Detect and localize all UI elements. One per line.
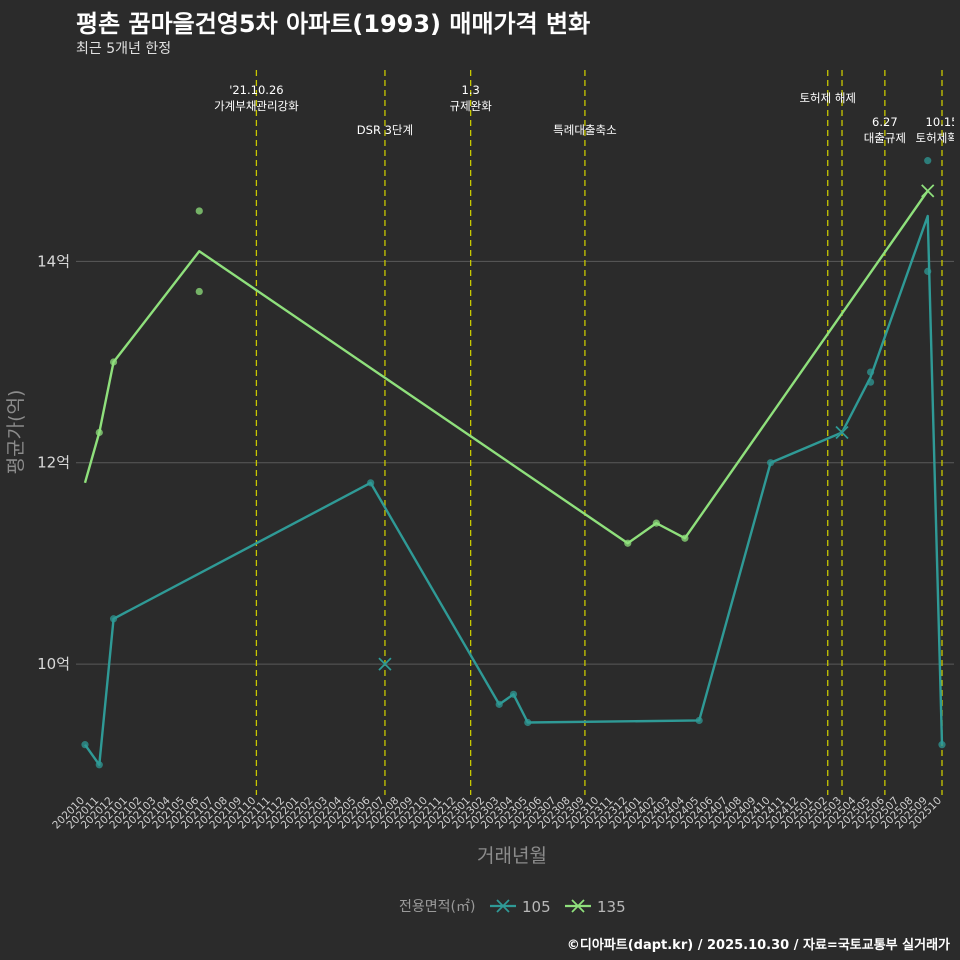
series-135-line bbox=[83, 190, 929, 545]
series-135-point bbox=[195, 287, 203, 296]
series-135-x-marker bbox=[921, 184, 935, 198]
series-105-point bbox=[81, 741, 89, 749]
series-105-point bbox=[695, 716, 703, 725]
x-marker-stroke bbox=[921, 184, 935, 198]
event-label: 10.15 bbox=[926, 115, 959, 129]
series-135-point bbox=[624, 539, 632, 547]
x-marker-stroke bbox=[378, 657, 392, 671]
series-105-line bbox=[84, 214, 944, 766]
series-135-point bbox=[652, 519, 660, 527]
event-label: 6.27 bbox=[872, 115, 898, 129]
event-label: 토허제확대 bbox=[916, 131, 960, 145]
series-105-point bbox=[524, 718, 532, 727]
x-marker-stroke bbox=[496, 899, 510, 913]
series-105-x-marker-overlay bbox=[835, 425, 849, 440]
y-tick-label: 10억 bbox=[37, 655, 70, 673]
x-marker-stroke bbox=[835, 425, 849, 440]
series-105-point bbox=[924, 157, 932, 165]
legend-item-135: 135 bbox=[565, 898, 626, 916]
series-105-point bbox=[109, 615, 118, 623]
series-135-point bbox=[109, 358, 118, 366]
chart-footer: ©디아파트(dapt.kr) / 2025.10.30 / 자료=국토교통부 실… bbox=[566, 938, 950, 953]
legend-swatch-x-icon bbox=[496, 899, 510, 913]
x-axis-title: 거래년월 bbox=[477, 845, 547, 867]
legend-swatch-x-icon bbox=[571, 899, 585, 913]
series-105-point bbox=[866, 378, 875, 386]
event-label: 토허제 해제 bbox=[799, 91, 856, 105]
chart-subtitle: 최근 5개년 한정 bbox=[76, 41, 172, 57]
series-105-point bbox=[495, 700, 503, 708]
legend-item-105: 105 bbox=[490, 898, 551, 916]
event-label: '21.10.26 bbox=[229, 83, 283, 97]
event-label: 규제완화 bbox=[449, 99, 492, 113]
y-tick-label: 14억 bbox=[37, 252, 70, 270]
series-105-point bbox=[938, 741, 946, 749]
series-105-point bbox=[924, 267, 932, 275]
series-105-point bbox=[367, 479, 375, 487]
series-105-point bbox=[767, 459, 775, 467]
series-105-x-marker-overlay bbox=[378, 657, 392, 671]
series-105-point bbox=[866, 368, 875, 376]
chart-title: 평촌 꿈마을건영5차 아파트(1993) 매매가격 변화 bbox=[76, 10, 591, 38]
event-label: 특례대출축소 bbox=[553, 123, 616, 137]
legend-label: 105 bbox=[522, 898, 551, 916]
series-105-point bbox=[509, 690, 518, 698]
event-label: DSR 3단계 bbox=[357, 123, 413, 137]
event-label: 1.3 bbox=[462, 83, 480, 97]
series-135-point bbox=[195, 207, 203, 215]
y-tick-label: 12억 bbox=[37, 454, 70, 472]
series-135-point bbox=[95, 428, 103, 437]
event-label: 가계부채관리강화 bbox=[214, 99, 299, 113]
y-axis-title: 평균가(억) bbox=[5, 390, 27, 475]
legend-title: 전용면적(㎡) bbox=[399, 899, 475, 915]
legend-label: 135 bbox=[597, 898, 626, 916]
series-105-point bbox=[95, 761, 103, 769]
event-label: 대출규제 bbox=[864, 131, 906, 145]
series-135-point bbox=[681, 534, 689, 542]
x-marker-stroke bbox=[571, 899, 585, 913]
